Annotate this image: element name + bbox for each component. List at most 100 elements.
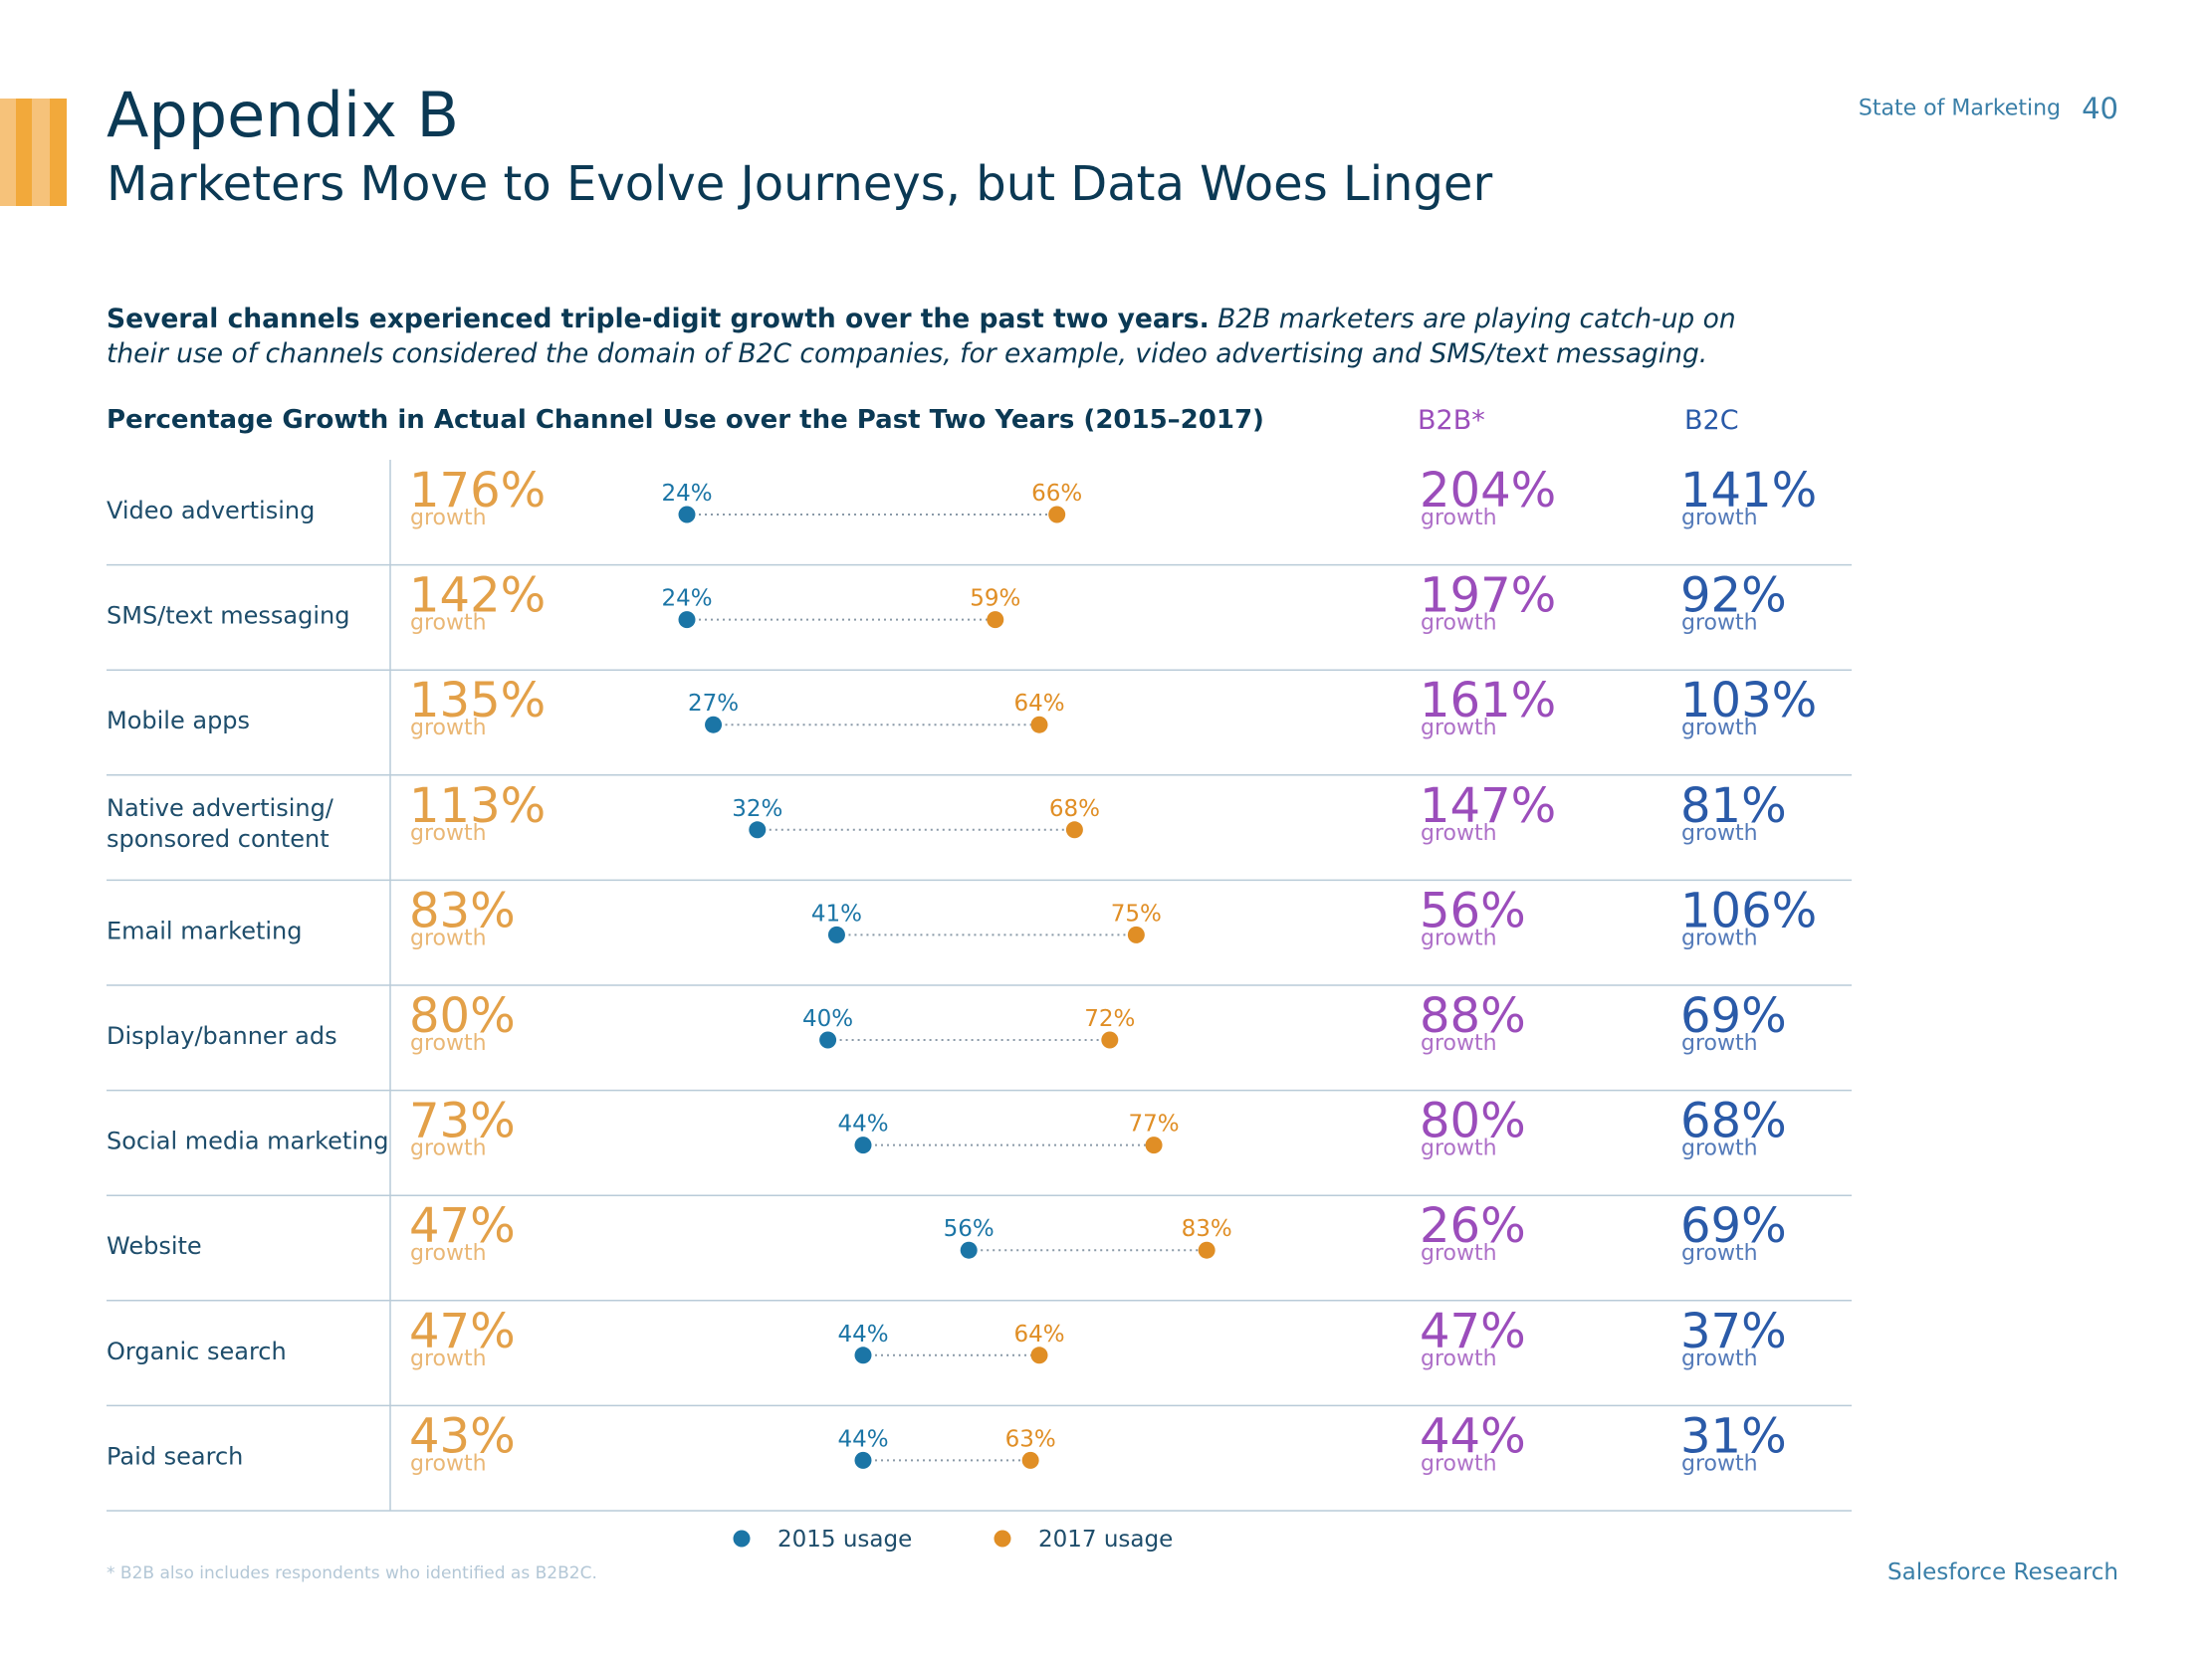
- b2b-growth-word-1: growth: [1421, 506, 1497, 530]
- b2b-growth-word-6: growth: [1421, 1031, 1497, 1056]
- source-credit: Salesforce Research: [1887, 1559, 2118, 1585]
- b2c-value-10: 31%: [1680, 1408, 1787, 1464]
- label-2015-10: 44%: [837, 1426, 888, 1452]
- b2b-value-4: 147%: [1420, 778, 1556, 834]
- intro-italic: B2B marketers are playing catch-up on th…: [107, 304, 1736, 369]
- growth-word-3: growth: [410, 716, 487, 740]
- b2b-growth-word-2: growth: [1421, 611, 1497, 636]
- dot-2015-5: [827, 926, 845, 943]
- label-2017-3: 64%: [1013, 691, 1064, 717]
- row-label-8: Website: [107, 1232, 202, 1260]
- row-label-10: Paid search: [107, 1442, 243, 1470]
- label-2015-2: 24%: [661, 586, 712, 612]
- accent-bar-2: [16, 99, 32, 206]
- row-label-6: Display/banner ads: [107, 1022, 337, 1050]
- b2b-growth-word-3: growth: [1421, 716, 1497, 740]
- label-2017-8: 83%: [1182, 1216, 1232, 1242]
- label-2017-1: 66%: [1031, 481, 1082, 507]
- column-header-b2c: B2C: [1684, 405, 1739, 436]
- b2b-growth-word-9: growth: [1421, 1347, 1497, 1371]
- dot-2015-2: [678, 611, 696, 629]
- growth-word-4: growth: [410, 821, 487, 846]
- b2c-value-5: 106%: [1680, 883, 1817, 938]
- growth-value-3: 135%: [409, 673, 546, 728]
- label-2015-3: 27%: [688, 691, 739, 717]
- b2c-growth-word-4: growth: [1681, 821, 1758, 846]
- label-2015-9: 44%: [837, 1322, 888, 1348]
- dot-2017-7: [1145, 1137, 1163, 1154]
- growth-word-10: growth: [410, 1451, 487, 1476]
- growth-value-7: 73%: [409, 1094, 516, 1149]
- b2c-value-1: 141%: [1680, 463, 1817, 518]
- b2c-growth-word-8: growth: [1681, 1241, 1758, 1266]
- dot-2017-1: [1048, 506, 1066, 523]
- b2c-growth-word-2: growth: [1681, 611, 1758, 636]
- dot-2015-6: [819, 1031, 837, 1049]
- dot-2017-9: [1030, 1347, 1048, 1364]
- dot-2017-6: [1101, 1031, 1119, 1049]
- b2b-value-7: 80%: [1420, 1094, 1526, 1149]
- b2c-value-2: 92%: [1680, 568, 1787, 624]
- label-2017-6: 72%: [1084, 1006, 1135, 1032]
- dot-2015-7: [854, 1137, 872, 1154]
- column-header-b2b: B2B*: [1418, 405, 1485, 436]
- report-header: State of Marketing 40: [1859, 92, 2118, 125]
- b2c-growth-word-6: growth: [1681, 1031, 1758, 1056]
- b2c-growth-word-7: growth: [1681, 1137, 1758, 1161]
- growth-value-9: 47%: [409, 1304, 516, 1359]
- b2b-growth-word-4: growth: [1421, 821, 1497, 846]
- b2b-value-6: 88%: [1420, 988, 1526, 1044]
- label-2015-5: 41%: [811, 901, 862, 927]
- footnote: * B2B also includes respondents who iden…: [107, 1563, 597, 1583]
- b2c-growth-word-3: growth: [1681, 716, 1758, 740]
- growth-word-2: growth: [410, 611, 487, 636]
- page-number: 40: [2082, 92, 2118, 125]
- label-2015-7: 44%: [837, 1112, 888, 1138]
- page-title: Appendix B: [107, 79, 460, 151]
- b2b-growth-word-7: growth: [1421, 1137, 1497, 1161]
- row-label-5: Email marketing: [107, 917, 303, 944]
- accent-bar-3: [32, 99, 50, 206]
- accent-bar-4: [50, 99, 67, 206]
- dot-2017-5: [1127, 926, 1145, 943]
- b2c-growth-word-1: growth: [1681, 506, 1758, 530]
- report-label: State of Marketing: [1858, 96, 2061, 121]
- row-label-4-line-2: sponsored content: [107, 825, 330, 853]
- b2b-growth-word-8: growth: [1421, 1241, 1497, 1266]
- b2b-value-8: 26%: [1420, 1198, 1526, 1254]
- label-2017-2: 59%: [970, 586, 1020, 612]
- dot-2015-9: [854, 1347, 872, 1364]
- label-2017-7: 77%: [1128, 1112, 1179, 1138]
- legend-label-2015: 2015 usage: [777, 1527, 912, 1553]
- dot-2015-8: [960, 1241, 978, 1259]
- growth-word-9: growth: [410, 1347, 487, 1371]
- row-label-9: Organic search: [107, 1338, 287, 1365]
- growth-value-8: 47%: [409, 1198, 516, 1254]
- dot-2017-2: [987, 611, 1004, 629]
- label-2017-4: 68%: [1049, 796, 1100, 822]
- row-label-1: Video advertising: [107, 497, 315, 524]
- label-2015-4: 32%: [732, 796, 782, 822]
- legend-dot-2015: [733, 1530, 751, 1548]
- b2c-value-4: 81%: [1680, 778, 1787, 834]
- growth-value-1: 176%: [409, 463, 546, 518]
- chart-title: Percentage Growth in Actual Channel Use …: [107, 405, 1264, 435]
- growth-value-5: 83%: [409, 883, 516, 938]
- intro-paragraph: Several channels experienced triple-digi…: [107, 302, 1739, 371]
- b2b-value-3: 161%: [1420, 673, 1556, 728]
- b2b-value-1: 204%: [1420, 463, 1556, 518]
- b2b-value-9: 47%: [1420, 1304, 1526, 1359]
- label-2015-8: 56%: [944, 1216, 995, 1242]
- growth-value-4: 113%: [409, 778, 546, 834]
- growth-word-8: growth: [410, 1241, 487, 1266]
- row-label-2: SMS/text messaging: [107, 602, 349, 630]
- b2c-value-9: 37%: [1680, 1304, 1787, 1359]
- b2b-growth-word-5: growth: [1421, 926, 1497, 950]
- b2b-value-10: 44%: [1420, 1408, 1526, 1464]
- dot-2015-10: [854, 1451, 872, 1469]
- dot-2015-1: [678, 506, 696, 523]
- b2c-growth-word-10: growth: [1681, 1451, 1758, 1476]
- growth-value-10: 43%: [409, 1408, 516, 1464]
- growth-word-1: growth: [410, 506, 487, 530]
- b2b-value-5: 56%: [1420, 883, 1526, 938]
